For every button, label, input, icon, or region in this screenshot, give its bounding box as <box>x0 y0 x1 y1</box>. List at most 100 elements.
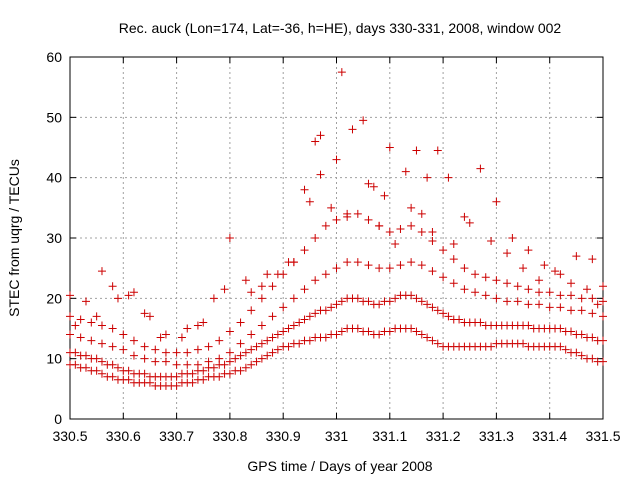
data-point-plus <box>391 240 400 249</box>
data-point-plus <box>241 276 250 285</box>
data-point-plus <box>401 167 410 176</box>
data-point-plus <box>577 330 586 339</box>
data-point-plus <box>284 324 293 333</box>
data-point-plus <box>481 291 490 300</box>
data-point-plus <box>423 300 432 309</box>
data-point-plus <box>337 68 346 77</box>
data-point-plus <box>487 342 496 351</box>
data-point-plus <box>257 339 266 348</box>
data-point-plus <box>66 330 74 339</box>
data-point-plus <box>391 294 400 303</box>
data-point-plus <box>119 330 128 339</box>
x-tick-label: 331.4 <box>532 428 567 444</box>
data-point-plus <box>524 300 533 309</box>
data-point-plus <box>588 309 597 318</box>
data-point-plus <box>385 297 394 306</box>
data-point-plus <box>108 342 117 351</box>
data-point-plus <box>428 227 437 236</box>
data-point-plus <box>540 261 549 270</box>
data-point-plus <box>321 333 330 342</box>
data-point-plus <box>385 264 394 273</box>
data-point-plus <box>599 336 607 345</box>
data-point-plus <box>225 327 234 336</box>
data-point-plus <box>359 116 368 125</box>
data-point-plus <box>487 237 496 246</box>
data-point-plus <box>524 321 533 330</box>
data-point-plus <box>348 125 357 134</box>
data-point-plus <box>273 270 282 279</box>
data-point-plus <box>337 297 346 306</box>
data-point-plus <box>407 291 416 300</box>
data-point-plus <box>385 227 394 236</box>
y-tick-label: 20 <box>46 290 62 306</box>
data-point-plus <box>193 321 202 330</box>
data-point-plus <box>556 342 565 351</box>
data-point-plus <box>567 306 576 315</box>
data-point-plus <box>215 372 224 381</box>
data-point-plus <box>220 360 229 369</box>
data-point-plus <box>492 294 501 303</box>
data-point-plus <box>188 378 197 387</box>
data-point-plus <box>535 276 544 285</box>
data-point-plus <box>444 312 453 321</box>
data-point-plus <box>108 360 117 369</box>
data-point-plus <box>183 348 192 357</box>
data-points <box>66 68 607 390</box>
data-point-plus <box>407 258 416 267</box>
data-point-plus <box>257 282 266 291</box>
data-point-plus <box>257 294 266 303</box>
data-point-plus <box>209 363 218 372</box>
data-point-plus <box>449 255 458 264</box>
data-point-plus <box>364 179 373 188</box>
data-point-plus <box>439 246 448 255</box>
data-point-plus <box>241 363 250 372</box>
data-point-plus <box>545 288 554 297</box>
data-point-plus <box>380 191 389 200</box>
data-point-plus <box>71 321 80 330</box>
data-point-plus <box>423 173 432 182</box>
data-point-plus <box>321 306 330 315</box>
x-tick-label: 331.5 <box>585 428 620 444</box>
data-point-plus <box>81 297 90 306</box>
data-point-plus <box>140 369 149 378</box>
data-point-plus <box>508 234 517 242</box>
data-point-plus <box>513 282 522 291</box>
data-point-plus <box>124 375 133 384</box>
data-point-plus <box>124 291 133 300</box>
data-point-plus <box>220 285 229 294</box>
data-point-plus <box>412 327 421 336</box>
data-point-plus <box>407 324 416 333</box>
data-point-plus <box>535 288 544 297</box>
data-point-plus <box>236 318 245 327</box>
data-point-plus <box>289 321 298 330</box>
data-point-plus <box>193 360 202 369</box>
data-point-plus <box>476 164 485 173</box>
data-point-plus <box>284 258 293 267</box>
data-point-plus <box>471 288 480 297</box>
data-point-plus <box>316 131 325 140</box>
data-point-plus <box>66 312 74 321</box>
data-point-plus <box>289 294 298 303</box>
data-point-plus <box>423 333 432 342</box>
data-point-plus <box>252 357 261 366</box>
data-point-plus <box>300 285 309 294</box>
data-point-plus <box>353 324 362 333</box>
data-point-plus <box>300 185 309 194</box>
data-point-plus <box>369 182 378 191</box>
data-point-plus <box>417 297 426 306</box>
data-point-plus <box>156 333 165 342</box>
data-point-plus <box>417 209 426 218</box>
data-point-plus <box>412 294 421 303</box>
data-point-plus <box>465 218 474 227</box>
data-point-plus <box>567 327 576 336</box>
data-point-plus <box>87 318 96 327</box>
data-point-plus <box>305 312 314 321</box>
x-axis-title: GPS time / Days of year 2008 <box>247 458 432 474</box>
data-point-plus <box>215 336 224 345</box>
chart-title: Rec. auck (Lon=174, Lat=-36, h=HE), days… <box>119 20 562 36</box>
data-point-plus <box>71 360 80 369</box>
data-point-plus <box>332 330 341 339</box>
data-point-plus <box>92 312 101 321</box>
data-point-plus <box>252 342 261 351</box>
data-point-plus <box>199 375 208 384</box>
